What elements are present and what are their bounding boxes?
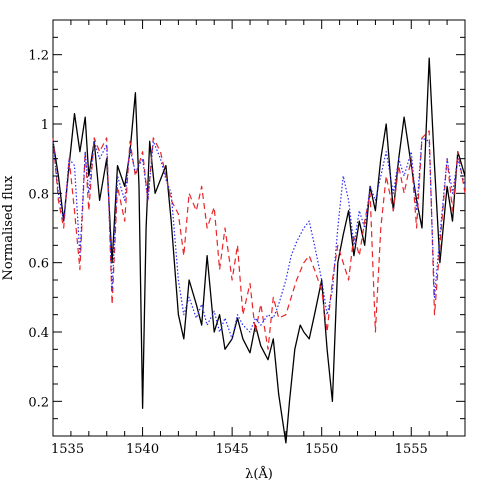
y-tick-label: 0.6 — [28, 257, 49, 272]
x-tick-label: 1535 — [51, 442, 84, 457]
x-tick-label: 1540 — [126, 442, 159, 457]
y-axis-title: Normalised flux — [1, 175, 16, 281]
x-tick-label: 1545 — [216, 442, 249, 457]
x-tick-label: 1550 — [305, 442, 338, 457]
y-tick-label: 1 — [41, 118, 49, 133]
x-axis-title: λ(Å) — [245, 466, 273, 482]
red-dashed-series — [52, 130, 466, 350]
y-tick-label: 0.2 — [28, 395, 49, 410]
y-tick-label: 1.2 — [28, 49, 49, 64]
y-tick-label: 0.4 — [28, 326, 49, 341]
y-tick-label: 0.8 — [28, 187, 49, 202]
blue-dotted-series — [52, 137, 466, 340]
x-tick-label: 1555 — [395, 442, 428, 457]
plot-frame — [52, 19, 466, 437]
black-solid-series — [52, 57, 466, 444]
series-layer — [52, 57, 466, 444]
ticks-layer: 1535 1540 1545 1550 1555 0.2 0.4 0.6 0.8 1 1.2 — [28, 19, 466, 457]
